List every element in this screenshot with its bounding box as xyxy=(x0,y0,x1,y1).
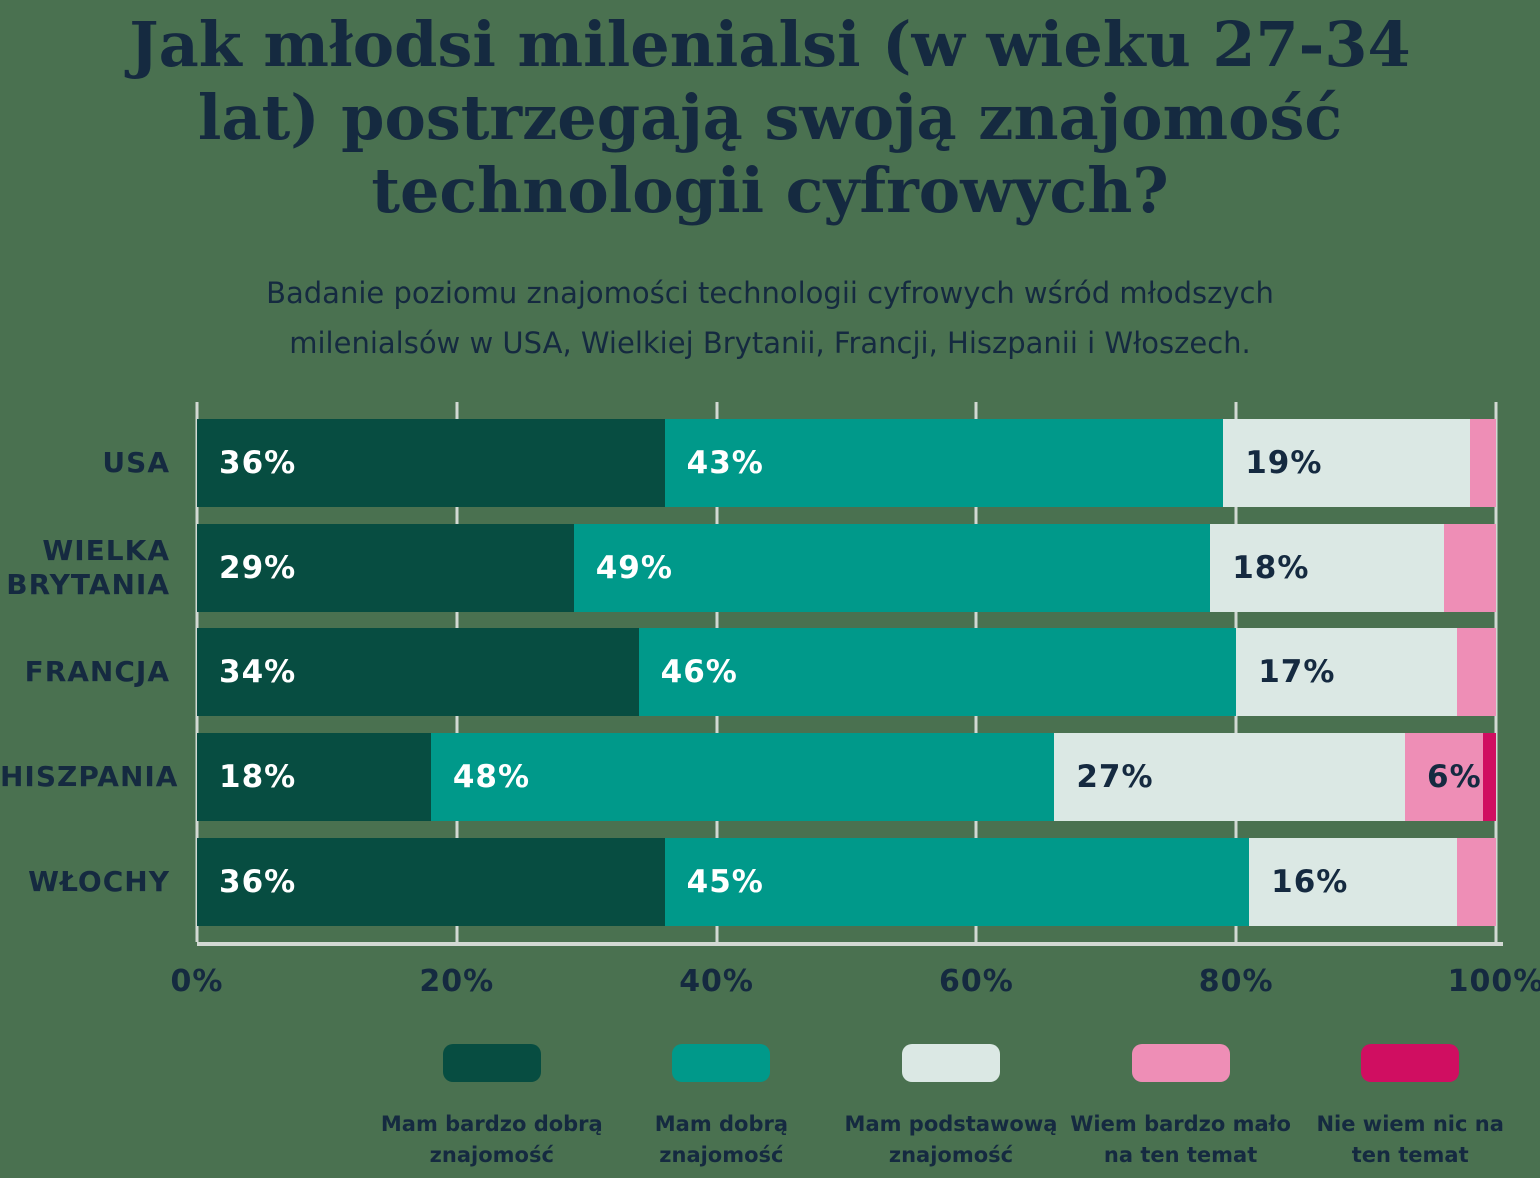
legend-label: Mam podstawową znajomość xyxy=(844,1112,1058,1167)
category-label: FRANCJA xyxy=(24,655,170,689)
x-axis-tick-label: 40% xyxy=(679,964,754,1000)
category-label: HISZPANIA xyxy=(0,760,179,794)
bar-segment-value: 48% xyxy=(452,758,531,795)
bar-segment: 48% xyxy=(430,732,1055,821)
bar-segment: 49% xyxy=(573,523,1211,612)
x-axis-tick-label: 100% xyxy=(1447,964,1540,1000)
bar-row: WIELKA BRYTANIA 29% 49% 18% xyxy=(0,523,1496,612)
x-axis-line xyxy=(197,942,1503,947)
bar-row: HISZPANIA 18% 48% 27% 6% xyxy=(0,732,1496,821)
legend-swatch xyxy=(672,1044,771,1083)
bar-segment: 36% xyxy=(197,418,665,507)
bar-segment: 46% xyxy=(638,628,1237,717)
bar-segment-value: 16% xyxy=(1271,863,1349,900)
bar-segment xyxy=(1457,628,1496,717)
x-axis-tick-label: 60% xyxy=(938,964,1014,1000)
legend-swatch xyxy=(901,1044,1000,1083)
bar-segment: 36% xyxy=(197,837,665,926)
stacked-bar-chart: USA 36% 43% 19% WIELKA BRYTANIA 29% 49% 18% FRAN… xyxy=(0,402,1540,1014)
x-axis-tick-label: 80% xyxy=(1198,964,1274,1000)
category-label: USA xyxy=(102,446,170,480)
stacked-bar: 29% 49% 18% xyxy=(197,523,1496,612)
legend-item: Mam dobrą znajomość xyxy=(607,1044,837,1170)
stacked-bar: 36% 43% 19% xyxy=(197,418,1496,507)
legend-swatch xyxy=(1361,1044,1460,1083)
legend-swatch xyxy=(1131,1044,1230,1083)
legend-swatch xyxy=(442,1044,541,1083)
bar-row: WŁOCHY 36% 45% 16% xyxy=(0,837,1496,926)
bar-segment-value: 6% xyxy=(1427,758,1482,795)
bar-segment: 6% xyxy=(1405,732,1483,821)
bar-segment-value: 43% xyxy=(686,444,764,481)
bar-segment: 19% xyxy=(1223,418,1470,507)
bar-segment xyxy=(1457,837,1496,926)
bar-segment xyxy=(1482,732,1496,821)
bar-segment: 17% xyxy=(1236,628,1458,717)
legend-item: Mam podstawową znajomość xyxy=(836,1044,1066,1170)
bar-segment-value: 18% xyxy=(219,758,297,795)
x-axis-ticks: 0% 20% 40% 60% 80% 100% xyxy=(171,964,1540,1010)
bar-segment: 27% xyxy=(1054,732,1406,821)
bar-segment-value: 46% xyxy=(660,654,738,691)
bar-rows: USA 36% 43% 19% WIELKA BRYTANIA 29% 49% 18% FRAN… xyxy=(0,402,1496,942)
page-title: Jak młodsi milenialsi (w wieku 27-34 lat… xyxy=(129,8,1411,228)
bar-segment-value: 36% xyxy=(219,863,297,900)
x-axis-tick-label: 20% xyxy=(419,964,495,1000)
legend-item: Mam bardzo dobrą znajomość xyxy=(377,1044,607,1170)
stacked-bar: 18% 48% 27% 6% xyxy=(197,732,1496,821)
bar-segment-value: 29% xyxy=(219,549,297,586)
bar-segment-value: 45% xyxy=(686,863,764,900)
bar-segment-value: 19% xyxy=(1245,444,1323,481)
bar-segment: 43% xyxy=(664,418,1224,507)
bar-row: FRANCJA 34% 46% 17% xyxy=(0,628,1496,717)
legend-label: Wiem bardzo mało na ten temat xyxy=(1070,1112,1291,1167)
gridline xyxy=(1494,402,1498,943)
category-label: WŁOCHY xyxy=(28,864,170,898)
bar-segment-value: 18% xyxy=(1232,549,1310,586)
bar-segment xyxy=(1469,418,1496,507)
stacked-bar: 34% 46% 17% xyxy=(197,628,1496,717)
bar-segment-value: 36% xyxy=(219,444,297,481)
bar-segment-value: 27% xyxy=(1076,758,1154,795)
legend: Mam bardzo dobrą znajomość Mam dobrą znaj… xyxy=(377,1044,1525,1170)
stacked-bar: 36% 45% 16% xyxy=(197,837,1496,926)
bar-row: USA 36% 43% 19% xyxy=(0,418,1496,507)
page-subtitle: Badanie poziomu znajomości technologii c… xyxy=(266,276,1274,361)
legend-item: Wiem bardzo mało na ten temat xyxy=(1066,1044,1296,1170)
bar-segment-value: 49% xyxy=(595,549,673,586)
bar-segment xyxy=(1444,523,1496,612)
legend-label: Nie wiem nic na ten temat xyxy=(1316,1112,1504,1167)
bar-segment: 18% xyxy=(1210,523,1445,612)
bar-segment-value: 17% xyxy=(1258,654,1336,691)
legend-label: Mam bardzo dobrą znajomość xyxy=(380,1112,603,1167)
category-label: WIELKA BRYTANIA xyxy=(6,533,170,601)
bar-segment: 29% xyxy=(197,523,574,612)
legend-item: Nie wiem nic na ten temat xyxy=(1295,1044,1525,1170)
legend-label: Mam dobrą znajomość xyxy=(654,1112,789,1167)
bar-segment: 18% xyxy=(197,732,431,821)
bar-segment: 34% xyxy=(197,628,639,717)
bar-segment: 45% xyxy=(664,837,1250,926)
bar-segment: 16% xyxy=(1249,837,1457,926)
x-axis-tick-label: 0% xyxy=(170,964,224,1000)
bar-segment-value: 34% xyxy=(219,654,297,691)
